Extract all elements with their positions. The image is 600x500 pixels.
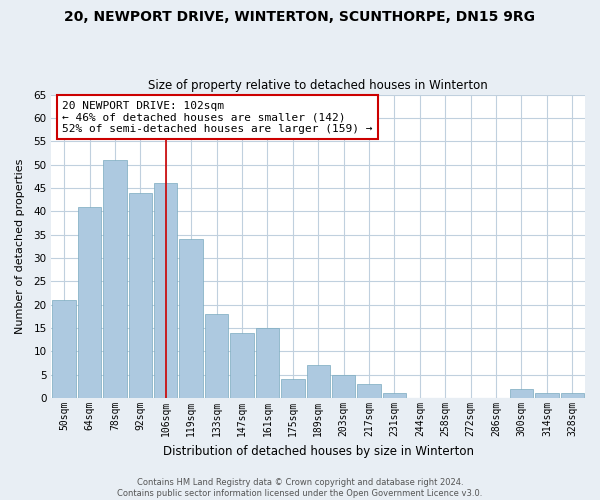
Bar [510, 389, 533, 398]
Bar [332, 375, 355, 398]
Bar [230, 333, 254, 398]
Bar [128, 192, 152, 398]
Bar [307, 366, 330, 398]
Text: 20 NEWPORT DRIVE: 102sqm
← 46% of detached houses are smaller (142)
52% of semi-: 20 NEWPORT DRIVE: 102sqm ← 46% of detach… [62, 100, 373, 134]
Bar [179, 240, 203, 398]
Bar [535, 394, 559, 398]
Bar [103, 160, 127, 398]
Bar [281, 380, 305, 398]
Bar [358, 384, 381, 398]
Bar [256, 328, 279, 398]
Bar [205, 314, 228, 398]
Bar [52, 300, 76, 398]
Text: 20, NEWPORT DRIVE, WINTERTON, SCUNTHORPE, DN15 9RG: 20, NEWPORT DRIVE, WINTERTON, SCUNTHORPE… [65, 10, 536, 24]
Title: Size of property relative to detached houses in Winterton: Size of property relative to detached ho… [148, 79, 488, 92]
Bar [383, 394, 406, 398]
Text: Contains HM Land Registry data © Crown copyright and database right 2024.
Contai: Contains HM Land Registry data © Crown c… [118, 478, 482, 498]
Y-axis label: Number of detached properties: Number of detached properties [15, 158, 25, 334]
X-axis label: Distribution of detached houses by size in Winterton: Distribution of detached houses by size … [163, 444, 474, 458]
Bar [78, 206, 101, 398]
Bar [560, 394, 584, 398]
Bar [154, 184, 178, 398]
